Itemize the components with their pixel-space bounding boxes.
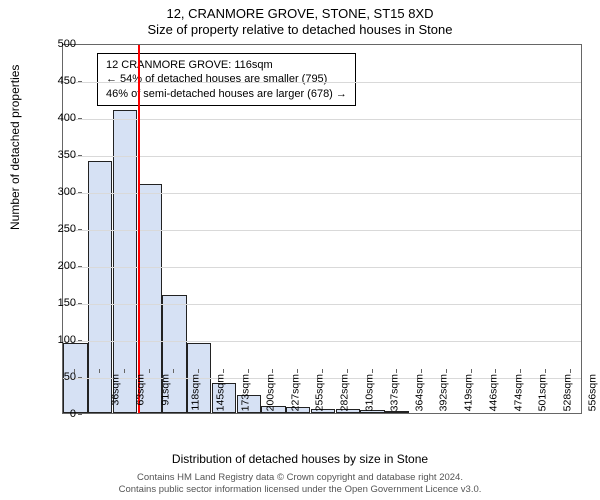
x-axis-label: Distribution of detached houses by size … [0, 452, 600, 466]
x-tick-label: 310sqm [363, 374, 375, 411]
x-tick-mark [322, 369, 323, 373]
x-tick-label: 255sqm [314, 374, 326, 411]
y-tick-label: 500 [42, 38, 76, 50]
footer-attribution: Contains HM Land Registry data © Crown c… [0, 472, 600, 496]
annotation-line-3: 46% of semi-detached houses are larger (… [106, 87, 347, 101]
gridline [63, 82, 581, 83]
x-tick-label: 392sqm [438, 374, 450, 411]
x-tick-label: 474sqm [512, 374, 524, 411]
x-tick-label: 145sqm [215, 374, 227, 411]
y-tick-label: 350 [42, 149, 76, 161]
y-tick-label: 200 [42, 260, 76, 272]
x-tick-label: 200sqm [264, 374, 276, 411]
footer-line-1: Contains HM Land Registry data © Crown c… [0, 472, 600, 484]
x-tick-mark [124, 369, 125, 373]
gridline [63, 304, 581, 305]
x-tick-label: 227sqm [289, 374, 301, 411]
annotation-box: 12 CRANMORE GROVE: 116sqm ← 54% of detac… [97, 53, 356, 106]
x-tick-mark [74, 369, 75, 373]
x-tick-mark [396, 369, 397, 373]
x-tick-mark [272, 369, 273, 373]
x-tick-label: 446sqm [487, 374, 499, 411]
x-tick-mark [471, 369, 472, 373]
x-tick-mark [495, 369, 496, 373]
title-main: 12, CRANMORE GROVE, STONE, ST15 8XD [0, 6, 600, 21]
x-tick-mark [198, 369, 199, 373]
x-tick-label: 91sqm [159, 374, 171, 406]
x-tick-mark [446, 369, 447, 373]
y-tick-label: 100 [42, 334, 76, 346]
x-tick-mark [421, 369, 422, 373]
x-tick-label: 173sqm [240, 374, 252, 411]
x-tick-label: 337sqm [388, 374, 400, 411]
x-tick-mark [520, 369, 521, 373]
x-tick-mark [545, 369, 546, 373]
y-tick-label: 50 [42, 371, 76, 383]
x-tick-mark [570, 369, 571, 373]
x-tick-mark [223, 369, 224, 373]
x-tick-label: 556sqm [586, 374, 598, 411]
annotation-line-2: ← 54% of detached houses are smaller (79… [106, 72, 347, 86]
property-marker-line [138, 45, 140, 413]
footer-line-2: Contains public sector information licen… [0, 484, 600, 496]
x-tick-label: 282sqm [339, 374, 351, 411]
x-tick-label: 528sqm [561, 374, 573, 411]
annotation-line-1: 12 CRANMORE GROVE: 116sqm [106, 58, 347, 72]
y-tick-label: 450 [42, 75, 76, 87]
y-axis-label: Number of detached properties [8, 65, 22, 230]
gridline [63, 156, 581, 157]
x-tick-mark [173, 369, 174, 373]
x-tick-label: 364sqm [413, 374, 425, 411]
x-tick-mark [297, 369, 298, 373]
y-tick-label: 250 [42, 223, 76, 235]
x-tick-mark [248, 369, 249, 373]
chart-title-block: 12, CRANMORE GROVE, STONE, ST15 8XD Size… [0, 0, 600, 37]
gridline [63, 119, 581, 120]
x-tick-label: 419sqm [462, 374, 474, 411]
y-tick-label: 300 [42, 186, 76, 198]
chart-plot-area: 12 CRANMORE GROVE: 116sqm ← 54% of detac… [62, 44, 582, 414]
x-tick-mark [149, 369, 150, 373]
gridline [63, 193, 581, 194]
x-tick-mark [372, 369, 373, 373]
gridline [63, 267, 581, 268]
gridline [63, 341, 581, 342]
x-tick-label: 118sqm [189, 374, 201, 411]
x-tick-mark [99, 369, 100, 373]
x-tick-mark [347, 369, 348, 373]
x-tick-label: 36sqm [110, 374, 122, 406]
y-tick-label: 150 [42, 297, 76, 309]
x-tick-label: 63sqm [135, 374, 147, 406]
gridline [63, 230, 581, 231]
y-tick-label: 0 [42, 408, 76, 420]
title-sub: Size of property relative to detached ho… [0, 22, 600, 37]
x-tick-label: 501sqm [537, 374, 549, 411]
y-tick-label: 400 [42, 112, 76, 124]
